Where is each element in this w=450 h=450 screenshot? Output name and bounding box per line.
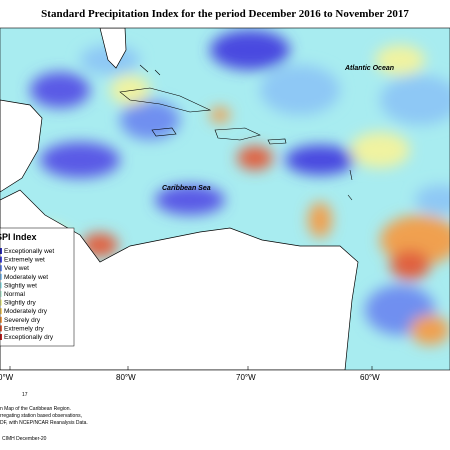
spi-region — [30, 72, 90, 108]
spi-region — [210, 107, 230, 123]
legend-label: Moderately dry — [4, 308, 48, 315]
longitude-label: 60°W — [360, 373, 380, 382]
footer-line: rregating station based observations, — [0, 413, 82, 419]
spi-region — [390, 250, 430, 280]
map-frame — [0, 27, 450, 371]
spi-region — [380, 75, 450, 125]
legend-box — [0, 227, 75, 347]
legend-swatch — [0, 316, 2, 323]
footer-number: 17 — [22, 392, 28, 398]
spi-region — [260, 65, 340, 115]
ocean-label: Atlantic Ocean — [344, 65, 394, 72]
legend-label: Normal — [4, 291, 26, 298]
spi-region — [415, 185, 450, 215]
longitude-label: 0°W — [0, 373, 14, 382]
legend-swatch — [0, 273, 2, 280]
legend-swatch — [0, 248, 2, 254]
legend-label: Very wet — [4, 265, 29, 272]
spi-region — [155, 185, 225, 215]
spi-region — [210, 30, 290, 70]
legend-label: Slightly dry — [4, 300, 37, 307]
spi-region — [237, 146, 273, 170]
sea-label: Caribbean Sea — [162, 185, 211, 192]
map-title: Standard Precipitation Index for the per… — [41, 8, 409, 20]
legend-swatch — [0, 325, 2, 332]
map-area: Atlantic Ocean Caribbean Sea SPI Index E… — [0, 28, 450, 370]
footer-line: n Map of the Caribbean Region. — [0, 406, 71, 412]
legend-swatch — [0, 256, 2, 263]
legend-swatch — [0, 291, 2, 297]
legend-label: Moderately wet — [4, 274, 48, 281]
footer-line: DF, with NCEP/NCAR Reanalysis Data. — [0, 420, 88, 426]
legend-swatch — [0, 265, 2, 272]
legend-label: Extremely wet — [4, 257, 45, 264]
spi-region — [308, 202, 332, 238]
footer-credit: CIMH December-20 — [2, 436, 47, 442]
legend-swatch — [0, 299, 2, 306]
longitude-label: 70°W — [236, 373, 256, 382]
legend: SPI Index Exceptionally wet Extremely wet… — [0, 227, 75, 347]
legend-label: Slightly wet — [4, 282, 37, 289]
footer: 17 n Map of the Caribbean Region. rregat… — [0, 392, 88, 442]
legend-swatch — [0, 308, 2, 315]
spi-region — [410, 315, 450, 345]
spi-region — [380, 215, 450, 265]
longitude-labels: 0°W 80°W 70°W 60°W — [0, 366, 380, 382]
spi-region — [285, 145, 355, 175]
spi-region — [350, 132, 410, 168]
legend-label: Exceptionally wet — [4, 248, 54, 255]
legend-label: Severely dry — [4, 317, 41, 324]
spi-region — [120, 100, 180, 140]
longitude-label: 80°W — [116, 373, 136, 382]
legend-title: SPI Index — [0, 232, 37, 242]
islands — [119, 64, 353, 201]
legend-label: Extremely dry — [4, 325, 44, 332]
legend-swatch — [0, 282, 2, 289]
spi-region — [375, 45, 425, 75]
legend-label: Exceptionally dry — [4, 334, 54, 341]
legend-swatch — [0, 334, 2, 340]
spi-region — [40, 142, 120, 178]
spi-region — [110, 75, 150, 105]
